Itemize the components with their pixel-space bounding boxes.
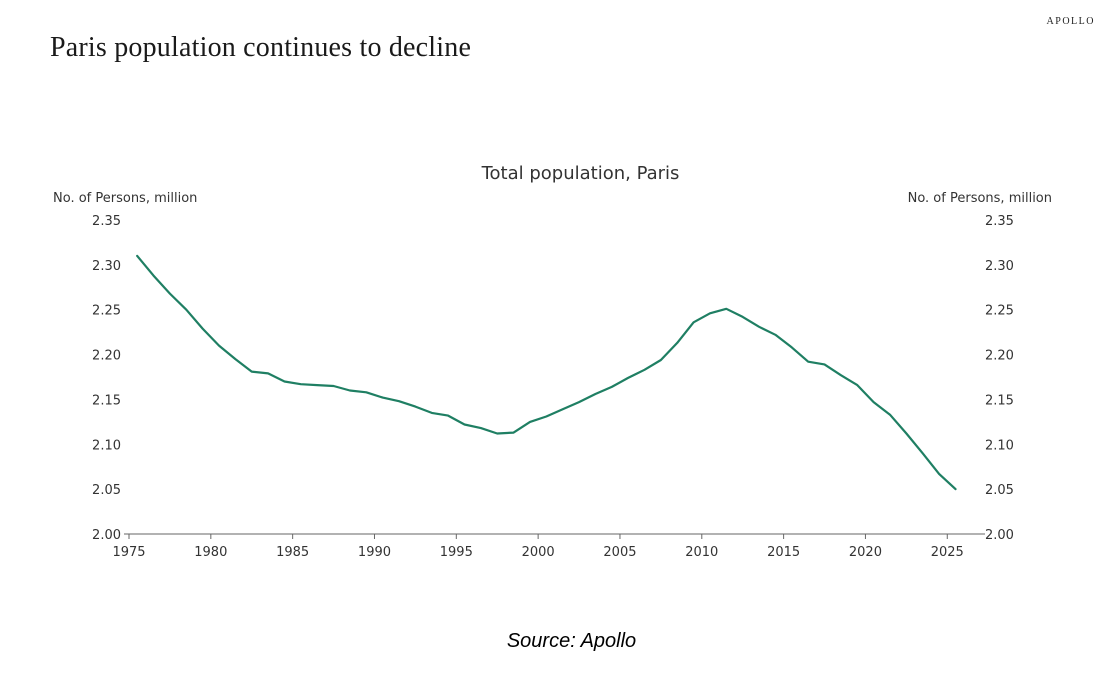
y-tick-label-right: 2.05 xyxy=(985,483,1014,498)
x-tick-label: 2025 xyxy=(931,545,964,560)
x-tick-label: 1995 xyxy=(440,545,473,560)
x-tick-label: 2005 xyxy=(603,545,636,560)
y-tick-label-left: 2.25 xyxy=(92,304,121,319)
y-tick-label-right: 2.15 xyxy=(985,393,1014,408)
x-tick-label: 2015 xyxy=(767,545,800,560)
x-tick-label: 1990 xyxy=(358,545,391,560)
y-tick-label-left: 2.05 xyxy=(92,483,121,498)
x-tick-label: 1980 xyxy=(194,545,227,560)
y-axis-title-right: No. of Persons, million xyxy=(908,191,1052,206)
source-note: Source: Apollo xyxy=(506,630,637,652)
y-tick-label-right: 2.10 xyxy=(985,438,1014,453)
page-title: Paris population continues to decline xyxy=(50,32,472,63)
y-tick-label-left: 2.35 xyxy=(92,214,121,229)
chart-title: Total population, Paris xyxy=(481,163,680,184)
y-tick-label-right: 2.30 xyxy=(985,259,1014,274)
y-tick-label-left: 2.20 xyxy=(92,349,121,364)
y-axis-title-left: No. of Persons, million xyxy=(53,191,197,206)
y-tick-label-right: 2.25 xyxy=(985,304,1014,319)
y-tick-label-right: 2.20 xyxy=(985,349,1014,364)
y-tick-label-left: 2.15 xyxy=(92,393,121,408)
y-tick-label-left: 2.00 xyxy=(92,528,121,543)
y-tick-label-left: 2.10 xyxy=(92,438,121,453)
y-tick-label-right: 2.00 xyxy=(985,528,1014,543)
x-tick-label: 1975 xyxy=(112,545,145,560)
series-line xyxy=(136,254,957,491)
y-tick-label-left: 2.30 xyxy=(92,259,121,274)
x-tick-label: 2010 xyxy=(685,545,718,560)
x-tick-label: 1985 xyxy=(276,545,309,560)
y-tick-label-right: 2.35 xyxy=(985,214,1014,229)
brand-logo: APOLLO xyxy=(1046,16,1095,27)
x-tick-label: 2020 xyxy=(849,545,882,560)
x-tick-label: 2000 xyxy=(522,545,555,560)
